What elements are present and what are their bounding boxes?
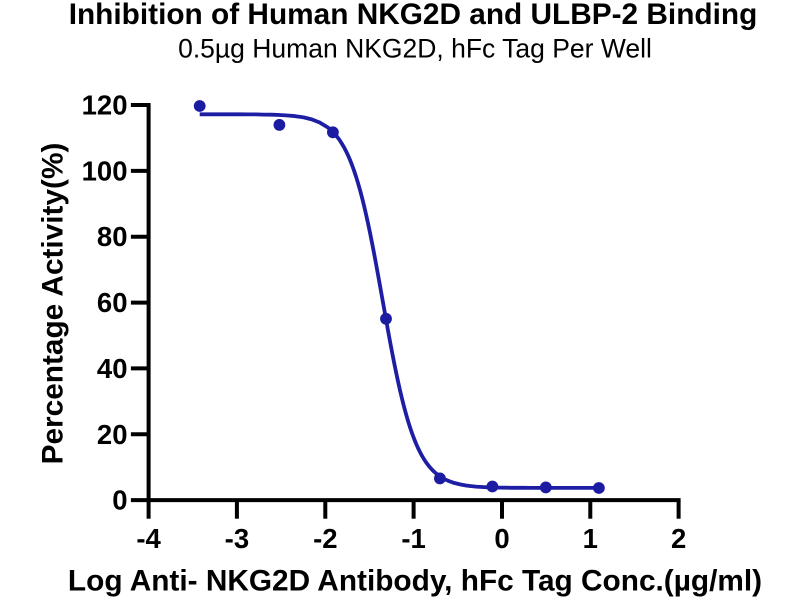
svg-text:40: 40	[97, 353, 128, 384]
svg-text:-2: -2	[313, 523, 337, 554]
svg-text:0.5µg Human NKG2D, hFc Tag Per: 0.5µg Human NKG2D, hFc Tag Per Well	[178, 34, 652, 64]
svg-text:80: 80	[97, 221, 128, 252]
svg-text:2: 2	[671, 523, 686, 554]
svg-text:120: 120	[82, 90, 128, 121]
svg-text:-4: -4	[136, 523, 161, 554]
svg-text:Inhibition of Human NKG2D and: Inhibition of Human NKG2D and ULBP-2 Bin…	[69, 0, 758, 31]
svg-text:60: 60	[97, 287, 128, 318]
svg-text:0: 0	[112, 485, 127, 516]
svg-text:20: 20	[97, 419, 128, 450]
svg-text:1: 1	[583, 523, 598, 554]
svg-text:-3: -3	[225, 523, 249, 554]
svg-text:0: 0	[494, 523, 509, 554]
svg-text:Log Anti- NKG2D Antibody, hFc: Log Anti- NKG2D Antibody, hFc Tag Conc.(…	[68, 564, 762, 597]
svg-text:100: 100	[82, 155, 128, 186]
svg-text:-1: -1	[401, 523, 425, 554]
svg-text:Percentage Activity(%): Percentage Activity(%)	[37, 143, 70, 465]
